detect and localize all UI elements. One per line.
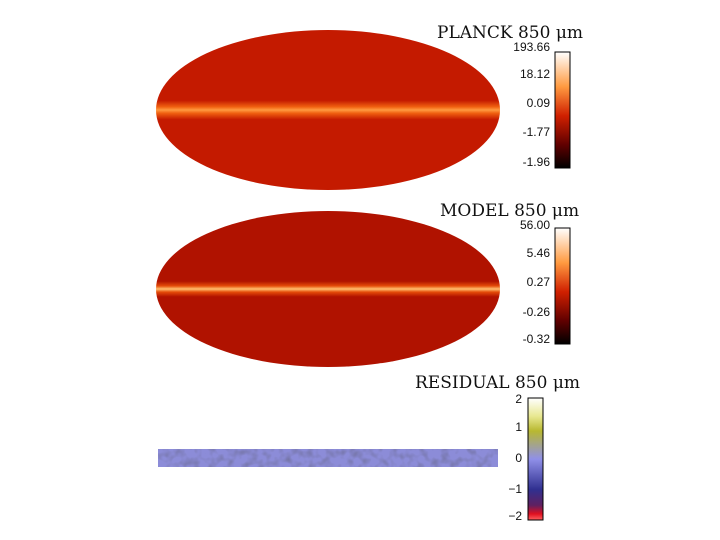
colorbar-tick-label: 0.27 xyxy=(527,275,551,289)
panel-title: MODEL 850 μm xyxy=(440,201,579,221)
colorbar-tick-label: -1.96 xyxy=(523,155,551,169)
colorbar xyxy=(554,51,571,169)
colorbar-tick-label: 1 xyxy=(515,420,522,434)
colorbar-tick-label: 5.46 xyxy=(527,246,551,260)
panel-title: RESIDUAL 850 μm xyxy=(415,373,580,393)
colorbar-tick-label: −2 xyxy=(508,509,522,523)
colorbar-tick-label: 193.66 xyxy=(513,40,550,54)
colorbar-tick-label: 56.00 xyxy=(520,218,550,232)
colorbar-tick-label: 18.12 xyxy=(520,67,550,81)
colorbar-tick-label: 2 xyxy=(515,392,522,406)
colorbar-tick-label: −1 xyxy=(508,482,522,496)
colorbar-tick-label: -1.77 xyxy=(523,125,551,139)
colorbar xyxy=(554,227,571,345)
panel-title: PLANCK 850 μm xyxy=(437,23,583,43)
colorbar-tick-label: -0.26 xyxy=(523,305,551,319)
colorbar-tick-label: -0.32 xyxy=(523,332,551,346)
residual-noise xyxy=(158,449,498,467)
colorbar-tick-label: 0.09 xyxy=(527,96,551,110)
colorbar-tick-label: 0 xyxy=(515,451,522,465)
colorbar xyxy=(527,397,544,521)
planck-map xyxy=(156,30,500,190)
model-map xyxy=(156,211,500,367)
